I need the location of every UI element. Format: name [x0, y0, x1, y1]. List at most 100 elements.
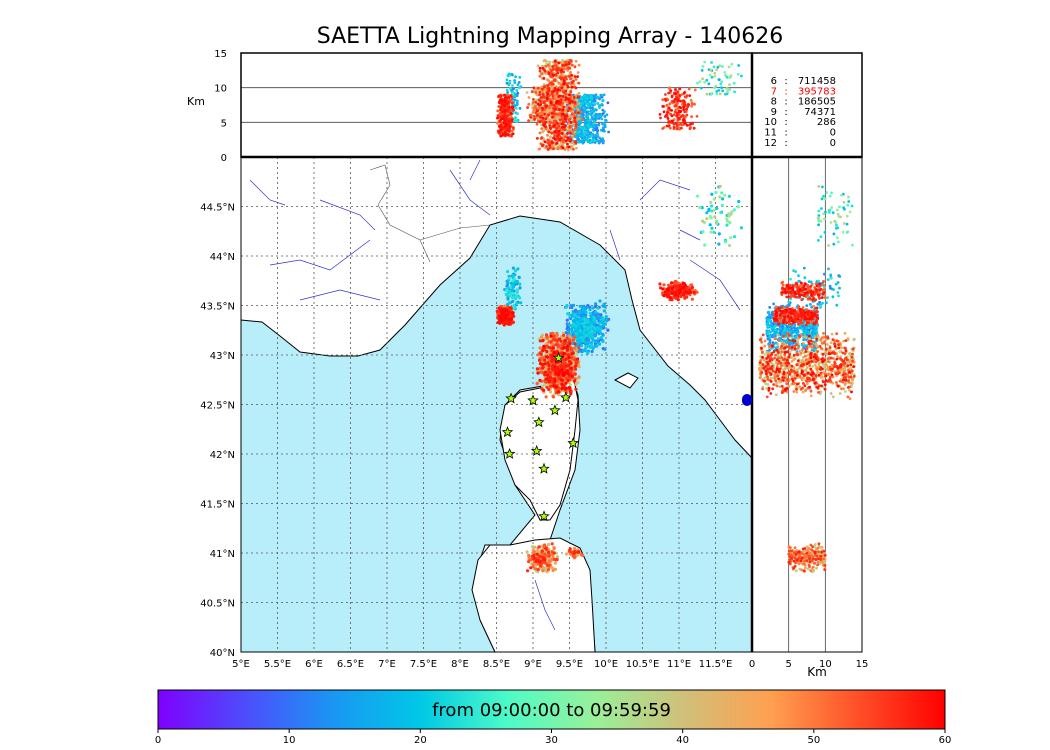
- rivers: [249, 159, 741, 631]
- map-x-tick-label: 11°E: [667, 659, 691, 670]
- map-y-tick-label: 42°N: [210, 450, 235, 461]
- stats-count: 0: [830, 138, 836, 149]
- map-x-tick-label: 5.5°E: [264, 659, 291, 670]
- map-y-ticks: 44.5°N 44°N 43.5°N 43°N 42.5°N 42°N 41.5°N 41°N…: [200, 203, 235, 660]
- colorbar-tick-label: 50: [807, 735, 820, 746]
- map-panel: 5°E 5.5°E 6°E 6.5°E 7°E 7.5°E 8°E 8.5°E 9°E 9.5°E…: [200, 156, 753, 670]
- colorbar-label: from 09:00:00 to 09:59:59: [432, 700, 671, 721]
- map-y-tick-label: 41.5°N: [200, 500, 235, 511]
- colorbar-ticks: 0 10 20 30 40 50 60: [155, 729, 952, 746]
- off-map-marker: [742, 394, 752, 406]
- station-star-icon: [552, 351, 565, 363]
- map-x-tick-label: 10°E: [594, 659, 618, 670]
- stats-count: 0: [830, 128, 836, 139]
- map-y-tick-label: 40.5°N: [200, 599, 235, 610]
- stats-row: 12: 0: [764, 138, 836, 149]
- stats-row: 8:186505: [771, 97, 836, 108]
- map-x-tick-label: 6.5°E: [337, 659, 364, 670]
- map-x-tick-label: 11.5°E: [699, 659, 733, 670]
- stats-count: 186505: [798, 97, 836, 108]
- map-grid: [241, 157, 752, 652]
- stats-count: 395783: [798, 86, 836, 97]
- side-x-tick-label: 15: [856, 659, 869, 670]
- map-y-tick-label: 43.5°N: [200, 302, 235, 313]
- station-star-icon: [503, 447, 516, 459]
- stats-level: 12: [764, 138, 777, 149]
- colorbar-tick-label: 10: [283, 735, 296, 746]
- stats-separator: :: [784, 138, 787, 149]
- side-x-ticks: 0 5 10 15: [749, 659, 869, 670]
- colorbar: 0 10 20 30 40 50 60: [155, 689, 952, 746]
- colorbar-gradient: [157, 689, 946, 730]
- map-lightning-points: [495, 184, 744, 574]
- station-star-icon: [533, 416, 545, 428]
- stats-level: 9: [771, 107, 777, 118]
- colorbar-tick-label: 60: [939, 735, 952, 746]
- colorbar-tick-label: 30: [545, 735, 558, 746]
- stats-row: 6:711458: [771, 76, 836, 87]
- side-x-tick-label: 10: [819, 659, 832, 670]
- altitude-lightning-points: [495, 58, 743, 152]
- station-star-icon: [538, 462, 550, 474]
- map-y-tick-label: 42.5°N: [200, 401, 235, 412]
- map-y-tick-label: 44°N: [210, 252, 235, 263]
- map-stations: [501, 351, 579, 522]
- chart-title: SAETTA Lightning Mapping Array - 140626: [316, 24, 784, 49]
- stats-separator: :: [784, 86, 787, 97]
- altitude-ylabel: Km: [187, 95, 205, 108]
- map-x-tick-label: 6°E: [305, 659, 323, 670]
- map-y-tick-label: 40°N: [210, 648, 235, 659]
- stats-separator: :: [784, 107, 787, 118]
- stats-rows: 6:7114587:3957838:1865059:7437110:28611:…: [764, 76, 836, 149]
- map-y-tick-label: 43°N: [210, 351, 235, 362]
- stats-level: 11: [764, 128, 777, 139]
- sardinia-island: [471, 537, 596, 652]
- stats-row: 7:395783: [771, 86, 836, 97]
- stats-level: 10: [764, 117, 777, 128]
- altitude-y-ticks: 15 10 5 0: [214, 49, 227, 164]
- map-y-tick-label: 41°N: [210, 549, 235, 560]
- stats-count: 711458: [798, 76, 836, 87]
- colorbar-tick-label: 20: [414, 735, 427, 746]
- colorbar-tick-label: 0: [155, 735, 161, 746]
- map-x-ticks: 5°E 5.5°E 6°E 6.5°E 7°E 7.5°E 8°E 8.5°E 9°E 9.5°E…: [232, 659, 732, 670]
- map-x-tick-label: 8°E: [451, 659, 469, 670]
- stats-panel: 6:7114587:3957838:1865059:7437110:28611:…: [751, 52, 863, 158]
- station-star-icon: [567, 437, 579, 449]
- map-y-tick-label: 44.5°N: [200, 203, 235, 214]
- side-xlabel: Km: [807, 665, 827, 679]
- map-x-tick-label: 7.5°E: [410, 659, 437, 670]
- altitude-y-tick-label: 10: [214, 84, 227, 95]
- altitude-y-tick-label: 5: [221, 118, 227, 129]
- map-x-tick-label: 10.5°E: [626, 659, 660, 670]
- stats-level: 6: [771, 76, 777, 87]
- station-star-icon: [560, 391, 572, 403]
- map-x-tick-label: 7°E: [378, 659, 396, 670]
- stats-separator: :: [784, 117, 787, 128]
- station-star-icon: [549, 404, 561, 416]
- stats-separator: :: [784, 128, 787, 139]
- stats-level: 8: [771, 97, 777, 108]
- colorbar-tick-label: 40: [676, 735, 689, 746]
- stats-level: 7: [771, 86, 777, 97]
- map-x-tick-label: 5°E: [232, 659, 250, 670]
- stats-row: 9: 74371: [771, 107, 836, 118]
- stats-count: 286: [817, 117, 836, 128]
- elba-island: [613, 372, 639, 389]
- station-star-icon: [501, 426, 514, 438]
- station-star-icon: [505, 392, 517, 404]
- stats-row: 11: 0: [764, 128, 836, 139]
- side-x-tick-label: 5: [785, 659, 791, 670]
- map-x-tick-label: 8.5°E: [483, 659, 510, 670]
- station-star-icon: [530, 444, 543, 457]
- station-star-icon: [538, 510, 550, 522]
- side-lightning-points: [758, 185, 856, 574]
- altitude-y-tick-label: 0: [221, 153, 227, 164]
- stats-separator: :: [784, 97, 787, 108]
- stats-count: 74371: [804, 107, 836, 118]
- map-x-tick-label: 9.5°E: [556, 659, 583, 670]
- stats-row: 10: 286: [764, 117, 836, 128]
- stats-separator: :: [784, 76, 787, 87]
- altitude-panel: 15 10 5 0 Km: [187, 49, 753, 164]
